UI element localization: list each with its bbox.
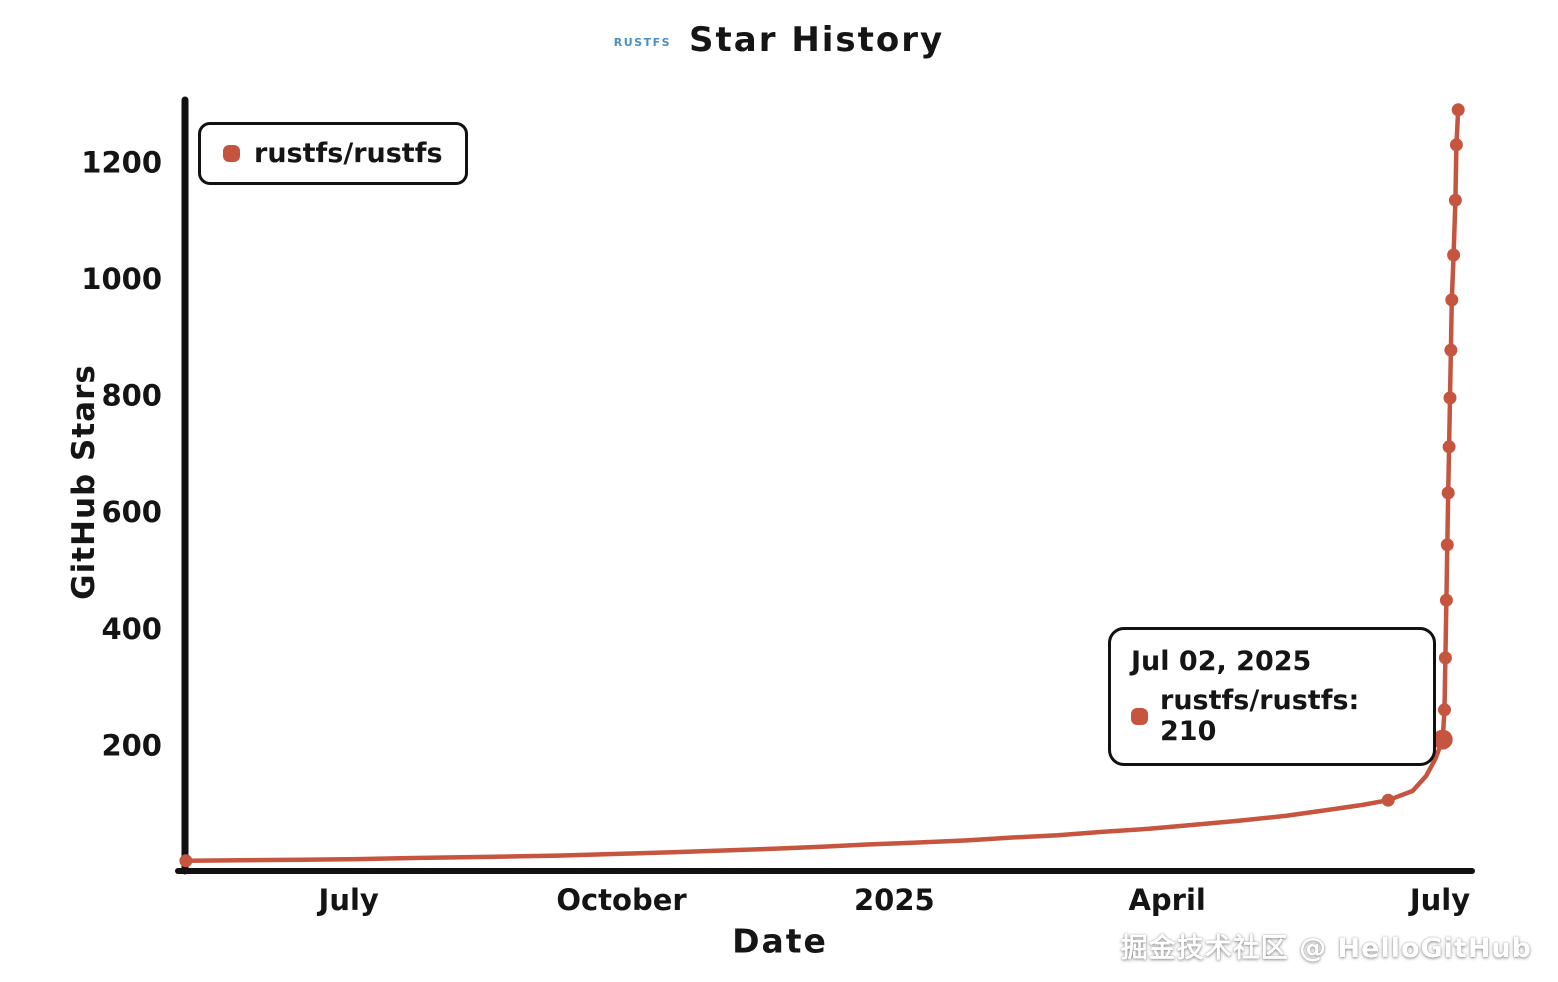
data-point [1381, 793, 1395, 807]
data-point [1445, 293, 1459, 307]
data-point [1451, 103, 1465, 117]
y-tick-label: 200 [101, 728, 162, 762]
data-point [1448, 193, 1462, 207]
rustfs-logo: RUSTFS [613, 35, 672, 49]
y-tick-label: 1200 [81, 145, 162, 179]
legend-label: rustfs/rustfs [254, 138, 443, 169]
legend: rustfs/rustfs [198, 122, 468, 185]
tooltip-date: Jul 02, 2025 [1131, 646, 1312, 677]
data-point [1439, 593, 1453, 607]
x-tick-label: July [1408, 883, 1470, 917]
x-axis-label: Date [732, 921, 828, 961]
data-point [1443, 391, 1457, 405]
tooltip-marker-icon [1131, 707, 1148, 725]
highlighted-data-point [1432, 729, 1453, 750]
series-marker-icon [223, 145, 240, 162]
data-point [1442, 440, 1456, 454]
data-point [1447, 248, 1461, 262]
tooltip-series-value: rustfs/rustfs: 210 [1160, 685, 1360, 747]
chart-header: RUSTFS Star History [0, 20, 1558, 60]
x-tick-label: October [556, 883, 687, 917]
tooltip-series-row: rustfs/rustfs: 210 [1131, 685, 1413, 747]
x-tick-label: July [317, 883, 379, 917]
data-point [179, 854, 193, 868]
data-point [1438, 651, 1452, 665]
watermark: 掘金技术社区 @ HelloGitHub [1120, 933, 1532, 964]
y-tick-label: 800 [101, 379, 162, 413]
data-point [1438, 703, 1451, 717]
x-tick-label: April [1128, 883, 1205, 917]
x-tick-label: 2025 [854, 883, 935, 917]
data-point [1440, 538, 1454, 552]
chart-title: Star History [689, 20, 945, 60]
series-line [183, 107, 1461, 864]
y-tick-label: 400 [101, 612, 162, 646]
data-point [1441, 486, 1455, 500]
y-axis-label: GitHub Stars [66, 364, 102, 600]
data-point [1444, 343, 1458, 357]
tooltip: Jul 02, 2025 rustfs/rustfs: 210 [1108, 627, 1436, 766]
y-tick-label: 600 [101, 495, 162, 529]
y-tick-label: 1000 [81, 262, 162, 296]
data-point [1449, 138, 1463, 152]
